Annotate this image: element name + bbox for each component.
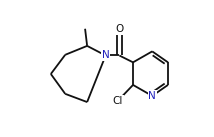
- Text: N: N: [102, 51, 110, 60]
- Text: Cl: Cl: [113, 96, 123, 106]
- Text: O: O: [115, 24, 123, 34]
- Text: N: N: [148, 91, 156, 101]
